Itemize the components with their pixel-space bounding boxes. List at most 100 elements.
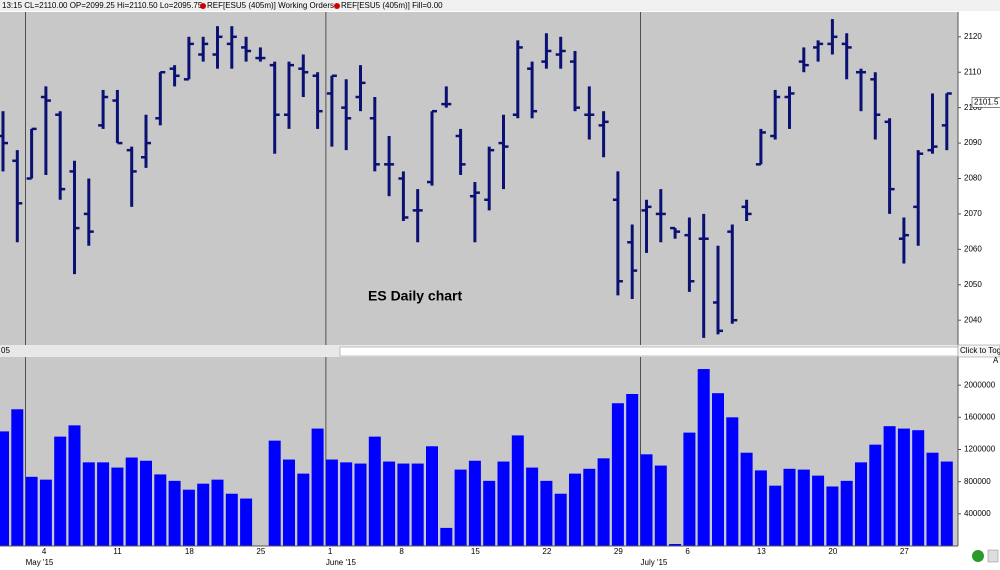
volume-bar — [25, 476, 38, 546]
volume-bar — [797, 469, 810, 546]
ref-fill: REF[ESU5 (405m)] Fill=0.00 — [341, 1, 443, 10]
volume-bar — [154, 474, 167, 546]
volume-bar — [140, 460, 152, 546]
toggle-button[interactable] — [957, 344, 1000, 358]
y-tick-label: 2070 — [964, 209, 982, 218]
plot-background — [0, 12, 958, 345]
status-dot — [200, 3, 206, 9]
volume-bar — [511, 435, 524, 546]
month-label: May '15 — [26, 558, 54, 567]
volume-bar — [697, 369, 710, 546]
volume-bar — [483, 480, 496, 546]
volume-bar — [683, 432, 696, 546]
volume-bar — [940, 461, 953, 546]
volume-bar — [840, 480, 853, 546]
y-tick-label: 1200000 — [964, 445, 996, 454]
pane-label: 05 — [1, 346, 10, 355]
x-tick-label: 1 — [328, 547, 333, 556]
volume-bar — [897, 428, 910, 546]
ref-orders: REF[ESU5 (405m)] Working Orders — [207, 1, 334, 10]
y-tick-label: 2050 — [964, 280, 982, 289]
volume-bar — [397, 463, 410, 546]
x-tick-label: 13 — [757, 547, 766, 556]
x-tick-label: 6 — [685, 547, 690, 556]
status-dot — [334, 3, 340, 9]
status-text: 13:15 CL=2110.00 OP=2099.25 Hi=2110.50 L… — [2, 1, 203, 10]
volume-bar — [182, 489, 195, 546]
x-tick-label: 27 — [900, 547, 909, 556]
y-tick-label: 400000 — [964, 509, 991, 518]
x-tick-label: 4 — [42, 547, 47, 556]
y-tick-label: 2110 — [964, 67, 982, 76]
volume-bar — [311, 428, 324, 546]
volume-bar — [426, 446, 438, 546]
volume-bar — [926, 452, 939, 546]
chart-annotation: ES Daily chart — [368, 288, 462, 304]
volume-bar — [783, 468, 796, 546]
volume-bar — [740, 452, 753, 546]
volume-bar — [225, 493, 238, 546]
volume-bar — [340, 462, 353, 546]
x-tick-label: 29 — [614, 547, 623, 556]
volume-bar — [82, 462, 95, 546]
x-tick-label: 22 — [542, 547, 551, 556]
volume-bar — [454, 469, 467, 546]
volume-bar — [125, 457, 138, 546]
volume-bar — [569, 473, 581, 546]
volume-bar — [626, 393, 639, 546]
volume-bar — [411, 463, 424, 546]
last-price-box — [971, 97, 1000, 108]
x-tick-label: 15 — [471, 547, 480, 556]
status-bar — [0, 0, 1000, 11]
volume-bar — [11, 409, 24, 546]
refresh-icon[interactable] — [972, 550, 984, 562]
volume-bar — [283, 459, 295, 546]
scroll-button[interactable] — [987, 549, 999, 563]
volume-bar — [654, 465, 667, 546]
price-pane: 204020502060207020802090210021102120ES D… — [0, 12, 1000, 345]
volume-bar — [240, 498, 253, 546]
volume-bar — [368, 436, 381, 546]
x-tick-label: 18 — [185, 547, 194, 556]
volume-bar — [383, 461, 396, 546]
volume-bar — [268, 440, 281, 546]
volume-bar — [554, 493, 567, 546]
x-tick-label: 8 — [399, 547, 404, 556]
volume-bar — [883, 426, 896, 546]
volume-bar — [440, 527, 453, 546]
volume-bar — [468, 460, 481, 546]
month-label: July '15 — [641, 558, 668, 567]
volume-bar — [855, 462, 867, 546]
toggle-label[interactable]: Click to Tog — [960, 346, 1000, 355]
volume-bar — [769, 485, 782, 546]
volume-bar — [68, 425, 81, 546]
volume-bar — [597, 458, 610, 546]
y-tick-label: 2090 — [964, 138, 982, 147]
month-label: June '15 — [326, 558, 357, 567]
volume-pane: 400000 800000 1200000 1600000 2000000 — [0, 357, 996, 546]
volume-bar — [325, 459, 338, 546]
volume-bar — [726, 417, 739, 546]
scroll-area[interactable] — [339, 346, 959, 357]
volume-bar — [211, 479, 224, 546]
volume-bar — [611, 403, 624, 546]
volume-bar — [0, 431, 9, 546]
volume-bar — [583, 468, 596, 546]
volume-bar — [354, 463, 367, 546]
volume-bar — [497, 461, 510, 546]
volume-bar — [39, 479, 52, 546]
volume-bar — [812, 475, 825, 546]
volume-bar — [712, 393, 724, 546]
x-tick-label: 25 — [256, 547, 265, 556]
y-tick-label: 800000 — [964, 477, 991, 486]
volume-bar — [869, 444, 882, 546]
volume-bar — [826, 486, 839, 546]
volume-bar — [197, 483, 210, 546]
x-tick-label: 11 — [113, 547, 122, 556]
y-tick-label: 2000000 — [964, 380, 996, 389]
volume-bar — [912, 430, 925, 546]
y-tick-label: 1600000 — [964, 412, 996, 421]
y-tick-label: 2060 — [964, 244, 982, 253]
volume-bar — [540, 480, 553, 546]
